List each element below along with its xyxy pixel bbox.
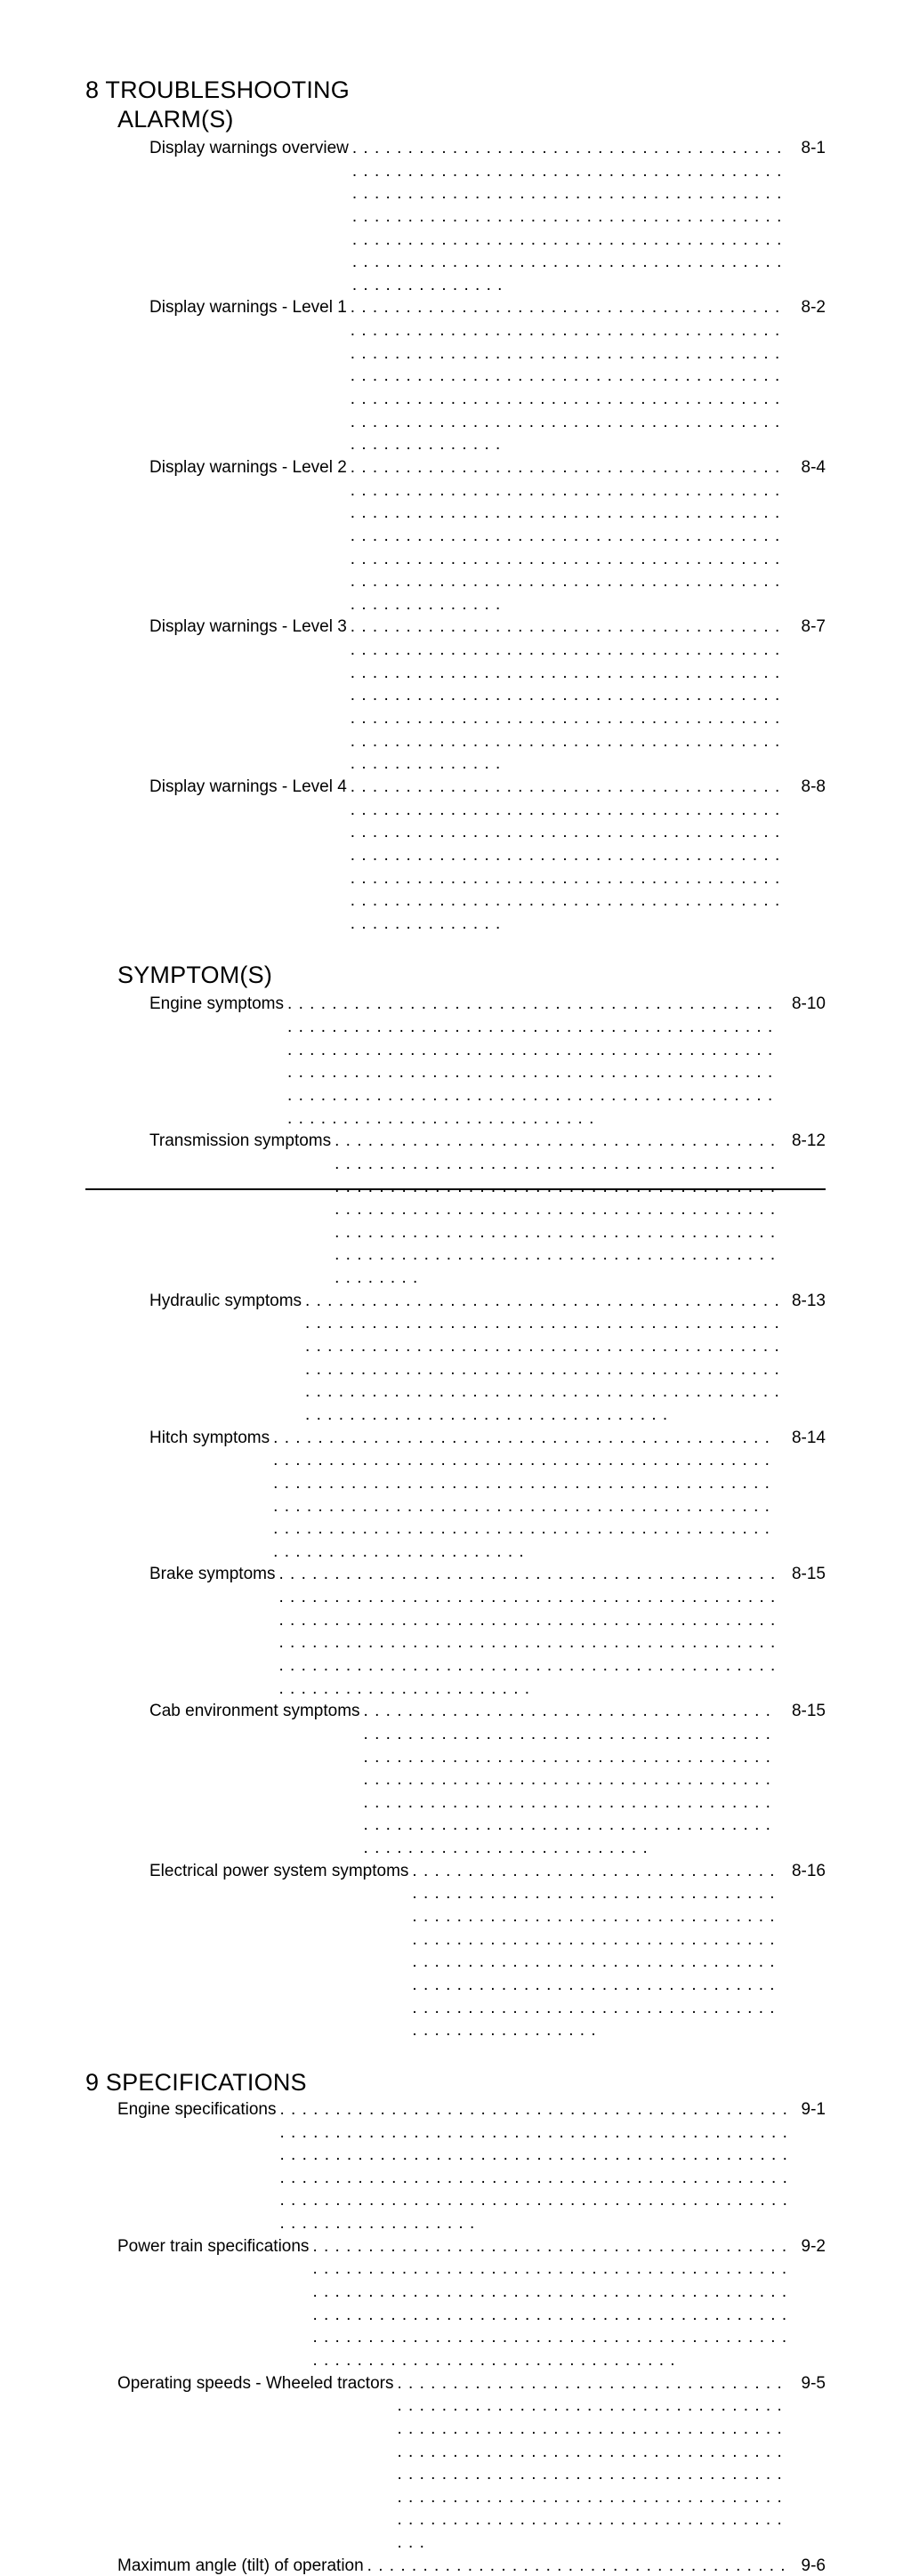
page: 8 TROUBLESHOOTING ALARM(S) Display warni… bbox=[0, 0, 911, 1288]
toc-page: 8-7 bbox=[794, 616, 826, 639]
toc-row: Hitch symptoms 8-14 bbox=[85, 1427, 826, 1564]
toc-dots bbox=[412, 1860, 781, 2042]
toc-row: Power train specifications 9-2 bbox=[85, 2235, 826, 2372]
toc-dots bbox=[287, 993, 781, 1130]
toc-page: 9-2 bbox=[794, 2235, 826, 2258]
toc-label: Hitch symptoms bbox=[149, 1427, 270, 1450]
toc-dots bbox=[367, 2555, 791, 2576]
toc-page: 8-15 bbox=[785, 1563, 826, 1586]
toc-row: Display warnings - Level 1 8-2 bbox=[85, 296, 826, 455]
toc-row: Display warnings - Level 2 8-4 bbox=[85, 456, 826, 616]
toc-page: 8-4 bbox=[794, 456, 826, 479]
toc-label: Operating speeds - Wheeled tractors bbox=[117, 2372, 394, 2395]
section-title: 8 TROUBLESHOOTING bbox=[85, 76, 826, 104]
footer-rule bbox=[85, 1188, 826, 1190]
toc-dots bbox=[351, 776, 791, 935]
toc-page: 8-15 bbox=[785, 1700, 826, 1723]
subsection-title: ALARM(S) bbox=[117, 106, 826, 133]
section-title: 9 SPECIFICATIONS bbox=[85, 2069, 826, 2097]
toc-row: Transmission symptoms 8-12 bbox=[85, 1130, 826, 1289]
toc-page: 8-16 bbox=[785, 1860, 826, 1883]
toc-page: 9-6 bbox=[794, 2555, 826, 2576]
toc-page: 8-12 bbox=[785, 1130, 826, 1153]
toc-label: Display warnings overview bbox=[149, 137, 349, 160]
toc-dots bbox=[351, 296, 791, 455]
toc-label: Cab environment symptoms bbox=[149, 1700, 360, 1723]
toc-page: 8-2 bbox=[794, 296, 826, 319]
toc-dots bbox=[351, 616, 791, 775]
toc-row: Hydraulic symptoms 8-13 bbox=[85, 1290, 826, 1427]
toc-label: Engine symptoms bbox=[149, 993, 284, 1016]
toc-label: Power train specifications bbox=[117, 2235, 309, 2258]
toc-row: Engine specifications 9-1 bbox=[85, 2098, 826, 2235]
toc-dots bbox=[273, 1427, 781, 1564]
toc-dots bbox=[398, 2372, 791, 2555]
toc-row: Display warnings overview 8-1 bbox=[85, 137, 826, 296]
toc-label: Brake symptoms bbox=[149, 1563, 275, 1586]
section-9: 9 SPECIFICATIONS Engine specifications 9… bbox=[85, 2069, 826, 2576]
toc-label: Display warnings - Level 4 bbox=[149, 776, 347, 799]
toc-label: Electrical power system symptoms bbox=[149, 1860, 408, 1883]
toc-dots bbox=[278, 1563, 780, 1700]
toc-dots bbox=[280, 2098, 791, 2235]
toc-dots bbox=[305, 1290, 781, 1427]
toc-label: Maximum angle (tilt) of operation bbox=[117, 2555, 364, 2576]
toc-row: Display warnings - Level 3 8-7 bbox=[85, 616, 826, 775]
toc-row: Engine symptoms 8-10 bbox=[85, 993, 826, 1130]
toc-page: 8-14 bbox=[785, 1427, 826, 1450]
toc-row: Electrical power system symptoms 8-16 bbox=[85, 1860, 826, 2042]
toc-page: 8-10 bbox=[785, 993, 826, 1016]
toc-row: Maximum angle (tilt) of operation 9-6 bbox=[85, 2555, 826, 2576]
toc-row: Cab environment symptoms 8-15 bbox=[85, 1700, 826, 1859]
toc-page: 9-1 bbox=[794, 2098, 826, 2121]
section-8-symptoms: SYMPTOM(S) Engine symptoms 8-10 Transmis… bbox=[85, 962, 826, 2041]
subsection-title: SYMPTOM(S) bbox=[117, 962, 826, 989]
toc-label: Display warnings - Level 2 bbox=[149, 456, 347, 479]
toc-page: 9-5 bbox=[794, 2372, 826, 2395]
toc-dots bbox=[335, 1130, 781, 1289]
section-8: 8 TROUBLESHOOTING ALARM(S) Display warni… bbox=[85, 76, 826, 935]
toc-page: 8-8 bbox=[794, 776, 826, 799]
toc-label: Display warnings - Level 3 bbox=[149, 616, 347, 639]
toc-page: 8-13 bbox=[785, 1290, 826, 1313]
toc-row: Display warnings - Level 4 8-8 bbox=[85, 776, 826, 935]
toc-dots bbox=[352, 137, 791, 296]
toc-row: Brake symptoms 8-15 bbox=[85, 1563, 826, 1700]
toc-label: Display warnings - Level 1 bbox=[149, 296, 347, 319]
toc-dots bbox=[364, 1700, 781, 1859]
toc-label: Transmission symptoms bbox=[149, 1130, 331, 1153]
toc-page: 8-1 bbox=[794, 137, 826, 160]
toc-label: Hydraulic symptoms bbox=[149, 1290, 302, 1313]
toc-dots bbox=[312, 2235, 790, 2372]
toc-row: Operating speeds - Wheeled tractors 9-5 bbox=[85, 2372, 826, 2555]
toc-label: Engine specifications bbox=[117, 2098, 277, 2121]
toc-dots bbox=[351, 456, 791, 616]
